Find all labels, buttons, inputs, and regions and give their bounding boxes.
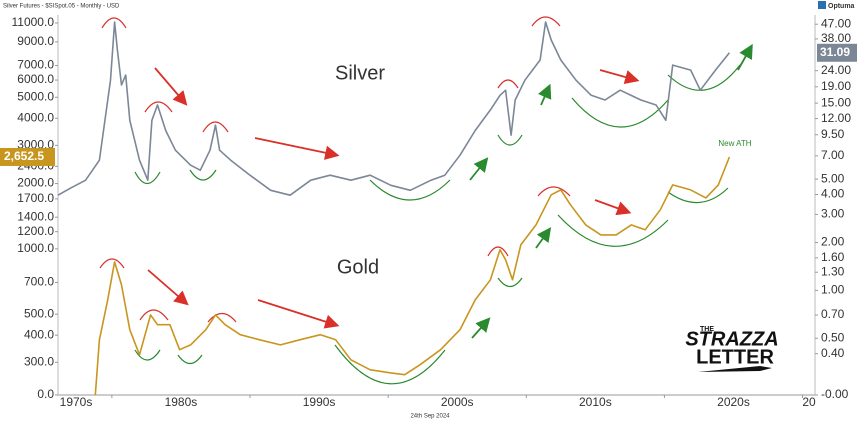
y-tick-label: 700.0 — [24, 275, 54, 289]
last-value-box — [0, 147, 55, 166]
x-tick-label: 1970s — [60, 395, 93, 409]
y2-tick-label: 1.60 — [821, 250, 845, 264]
y2-tick-label: -0.00 — [821, 387, 849, 401]
y2-tick-label: 4.00 — [821, 187, 845, 201]
y-tick-label: 2000.0 — [17, 176, 54, 190]
y2-tick-label: 0.70 — [821, 307, 845, 321]
series-label: Gold — [337, 256, 379, 278]
y2-tick-label: 1.00 — [821, 283, 845, 297]
y-tick-label: 11000.0 — [12, 15, 55, 29]
y-tick-label: 6000.0 — [17, 72, 54, 86]
footer: 24th Sep 2024 — [410, 414, 450, 420]
series-line — [57, 21, 731, 196]
y2-tick-label: 47.00 — [821, 16, 851, 30]
y-tick-label: 1400.0 — [17, 209, 54, 223]
chart-header: Silver Futures - $SISpot.05 - Monthly - … — [3, 4, 120, 10]
logo: THE STRAZZA LETTER — [685, 326, 779, 372]
x-tick-label: 2020s — [717, 395, 750, 409]
series-line — [94, 156, 731, 396]
brand: Optuma — [828, 3, 855, 10]
logo-text: THE — [700, 326, 714, 333]
y-tick-label: 1000.0 — [17, 241, 54, 255]
y2-tick-label: 3.00 — [821, 207, 845, 221]
annotations — [99, 16, 753, 385]
logo-text: LETTER — [696, 346, 774, 368]
y-tick-label: 7000.0 — [17, 58, 54, 72]
y2-tick-label: 9.50 — [821, 127, 845, 141]
y-tick-label: 1700.0 — [17, 191, 54, 205]
x-tick-label: 2000s — [441, 395, 474, 409]
x-tick-label: 1990s — [303, 395, 336, 409]
y2-tick-label: 7.00 — [821, 148, 845, 162]
brand-icon — [818, 1, 826, 9]
annotation: New ATH — [718, 139, 751, 148]
last-value-label: 2,652.5 — [4, 149, 44, 163]
y2-tick-label: 24.00 — [821, 63, 851, 77]
y-tick-label: 9000.0 — [17, 34, 54, 48]
y2-tick-label: 2.00 — [821, 235, 845, 249]
y2-tick-label: 0.50 — [821, 330, 845, 344]
y2-tick-label: 1.30 — [821, 264, 845, 278]
logo-text: STRAZZA — [685, 328, 778, 350]
y-tick-label: 500.0 — [24, 306, 54, 320]
x-tick-label: 2010s — [579, 395, 612, 409]
y2-tick-label: 12.00 — [821, 111, 851, 125]
x-tick-label: 20 — [802, 395, 816, 409]
y-tick-label: 4000.0 — [17, 110, 54, 124]
y2-tick-label: 15.00 — [821, 95, 851, 109]
y-tick-label: 300.0 — [24, 354, 54, 368]
y2-tick-label: 38.00 — [821, 31, 851, 45]
series-label: Silver — [335, 62, 385, 84]
x-tick-label: 1980s — [165, 395, 198, 409]
y-tick-label: 1200.0 — [17, 224, 54, 238]
y-tick-label: 0.0 — [37, 387, 54, 401]
y2-tick-label: 5.00 — [821, 171, 845, 185]
y2-tick-label: 19.00 — [821, 79, 851, 93]
y2-tick-label: 0.40 — [821, 346, 845, 360]
y-tick-label: 5000.0 — [17, 89, 54, 103]
last-value-label: 31.09 — [820, 45, 850, 59]
last-value-box — [817, 43, 857, 62]
y-tick-label: 400.0 — [24, 327, 54, 341]
